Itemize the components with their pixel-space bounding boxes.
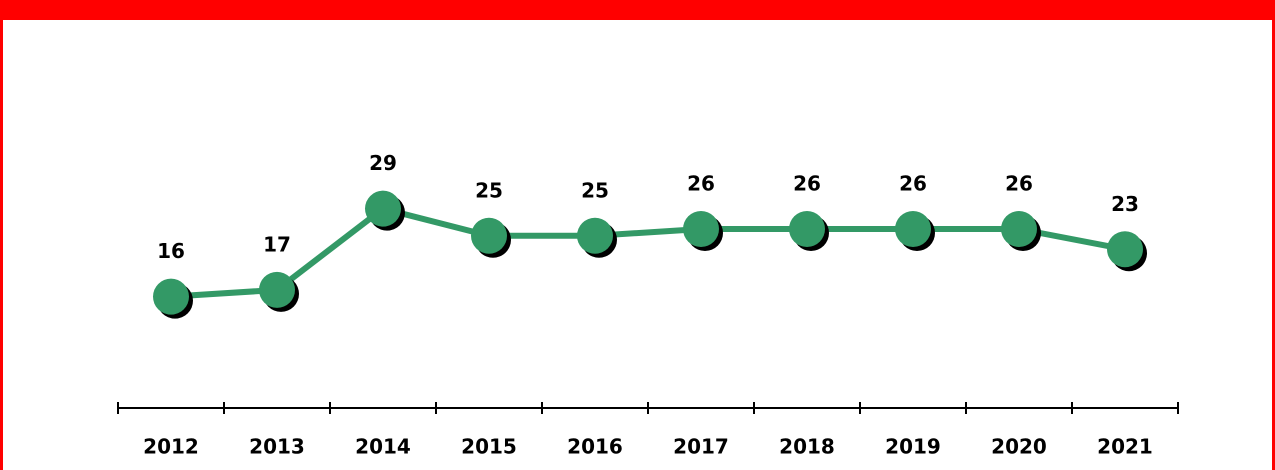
marker xyxy=(259,271,295,308)
data-label: 17 xyxy=(263,232,291,256)
top-bar xyxy=(0,0,1275,20)
marker xyxy=(365,190,401,227)
line xyxy=(170,205,1126,300)
marker xyxy=(895,210,931,247)
x-tick-label: 2019 xyxy=(885,435,941,459)
marker xyxy=(471,217,507,254)
data-label: 26 xyxy=(1005,171,1033,195)
data-label: 26 xyxy=(899,171,927,195)
data-label: 23 xyxy=(1111,192,1139,216)
x-tick-label: 2021 xyxy=(1097,435,1153,459)
marker xyxy=(683,210,719,247)
x-tick-label: 2017 xyxy=(673,435,729,459)
right-border xyxy=(1272,0,1275,470)
marker xyxy=(577,217,613,254)
data-label: 25 xyxy=(475,178,503,202)
x-tick-label: 2015 xyxy=(461,435,517,459)
data-label: 26 xyxy=(687,171,715,195)
x-tick-label: 2016 xyxy=(567,435,623,459)
marker xyxy=(789,210,825,247)
marker xyxy=(1001,210,1037,247)
x-tick-label: 2014 xyxy=(355,435,411,459)
data-label: 29 xyxy=(369,151,397,175)
data-label: 26 xyxy=(793,171,821,195)
left-border xyxy=(0,0,3,470)
marker xyxy=(153,278,189,315)
x-tick-label: 2020 xyxy=(991,435,1047,459)
data-label: 25 xyxy=(581,178,609,202)
data-label: 16 xyxy=(157,239,185,263)
x-tick-label: 2013 xyxy=(249,435,305,459)
x-tick-label: 2018 xyxy=(779,435,835,459)
x-tick-label: 2012 xyxy=(143,435,199,459)
marker xyxy=(1107,231,1143,268)
